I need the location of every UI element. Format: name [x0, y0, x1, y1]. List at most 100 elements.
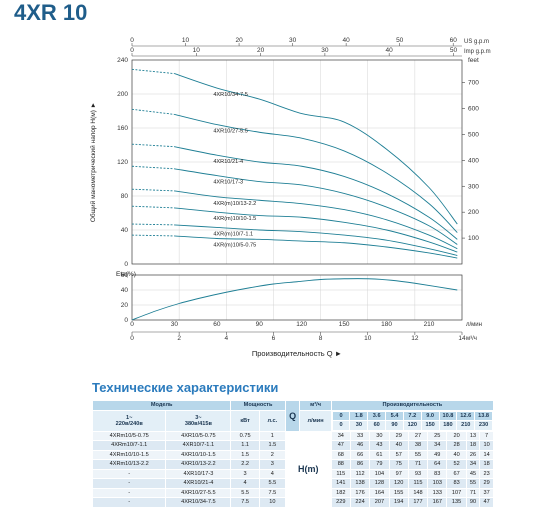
head-plot-frame [131, 59, 463, 265]
head-curve-dashed [131, 108, 175, 115]
power-kw-cell: 5.5 [230, 487, 260, 498]
head-value-cell: 14 [479, 449, 494, 460]
power-hp-cell: 5.5 [258, 478, 286, 489]
head-value-cell: 229 [330, 497, 351, 508]
head-value-cell: 26 [465, 449, 481, 460]
head-value-cell: 75 [388, 459, 409, 470]
head-curve [174, 113, 458, 233]
th-hp: л.с. [258, 409, 286, 432]
model-3ph-cell: 4XR10/10-1.5 [165, 449, 232, 460]
q-m3h-row: 0 1.8 3.6 5.4 7.2 9.0 10.8 12.6 13.8 [331, 410, 493, 421]
m3h-tick-label: 2 [177, 335, 181, 342]
q-lmin-cell: 180 [438, 420, 458, 431]
q-m3h-cell: 10.8 [438, 410, 458, 421]
head-value-cell: 133 [427, 487, 448, 498]
feet-tick-label: 600 [468, 106, 479, 113]
feet-tick-label: 400 [468, 157, 479, 164]
head-value-cell: 67 [446, 468, 467, 479]
head-value-cell: 207 [369, 497, 390, 508]
head-value-cell: 10 [479, 440, 494, 451]
head-value-cell: 194 [388, 497, 409, 508]
series-label: 4XR10/34-7.5 [213, 92, 248, 98]
head-value-cell: 128 [369, 478, 390, 489]
head-value-cell: 115 [330, 468, 351, 479]
series-label: 4XR(m)10/5-0.75 [213, 243, 256, 249]
usgpm-tick-label: 30 [289, 37, 297, 44]
power-hp-cell: 1 [258, 430, 286, 441]
head-value-cell: 71 [465, 487, 481, 498]
head-value-cell: 71 [407, 459, 429, 470]
head-curve [174, 168, 458, 245]
table-row: -4XR10/21-4 4 5.5 141 138 128 120 115 103 83 55 29 [91, 478, 494, 489]
th-m3h: м³/ч [299, 400, 332, 411]
head-value-cell: 29 [479, 478, 494, 489]
th-lmin: л/мин [299, 409, 332, 432]
head-axis-title: Общий манометрический напор H(м) ► [89, 102, 97, 222]
usgpm-tick-label: 60 [450, 37, 458, 44]
usgpm-tick-label: 40 [343, 37, 351, 44]
head-value-cell: 43 [369, 440, 390, 451]
head-tick-label: 0 [124, 261, 128, 268]
lmin-tick-label: 210 [424, 321, 435, 328]
table-row: 4XRm10/5-0.75 4XR10/5-0.75 0.75 1 H(m) 34 33 30… [91, 430, 494, 508]
q-m3h-cell: 7.2 [402, 410, 422, 421]
power-kw-cell: 1.5 [230, 449, 260, 460]
m3h-tick-label: 14 [458, 335, 466, 342]
head-value-cell: 38 [407, 440, 429, 451]
head-curve [174, 190, 458, 250]
q-m3h-cell: 13.8 [474, 410, 493, 421]
eta-tick-label: 0 [124, 317, 128, 324]
model-1ph-cell: - [91, 497, 167, 508]
head-value-cell: 224 [349, 497, 371, 508]
head-curve [174, 73, 458, 225]
flow-axis-title: Производительность Q ► [252, 349, 342, 358]
eta-tick-label: 20 [121, 302, 129, 309]
head-value-cell: 182 [330, 487, 351, 498]
head-value-cell: 55 [407, 449, 429, 460]
q-m3h-cell: 5.4 [385, 410, 404, 421]
th-model: Модель [91, 400, 232, 411]
head-value-cell: 28 [446, 440, 467, 451]
series-label: 4XR(m)10/7-1.1 [213, 231, 253, 237]
th-power: Мощность [230, 400, 286, 411]
head-value-cell: 86 [349, 459, 371, 470]
m3h-tick-label: 8 [319, 335, 323, 342]
head-tick-label: 200 [117, 91, 128, 98]
q-lmin-cell: 0 [331, 420, 351, 431]
head-value-cell: 104 [369, 468, 390, 479]
model-3ph-cell: 4XR10/34-7.5 [165, 497, 232, 508]
series-label: 4XR10/27-5.5 [213, 129, 248, 135]
head-curve [174, 146, 458, 240]
head-tick-label: 160 [117, 125, 128, 132]
head-value-cell: 141 [330, 478, 351, 489]
head-curve [174, 224, 458, 256]
q-m3h-cell: 1.8 [349, 410, 369, 421]
usgpm-tick-label: 20 [235, 37, 243, 44]
power-kw-cell: 0.75 [230, 430, 260, 441]
eta-tick-label: 40 [121, 287, 129, 294]
head-value-cell: 45 [465, 468, 481, 479]
impgpm-tick-label: 10 [193, 47, 201, 54]
feet-tick-label: 100 [468, 235, 479, 242]
head-value-cell: 88 [330, 459, 351, 470]
model-3ph-cell: 4XR10/13-2.2 [165, 459, 232, 470]
head-value-cell: 47 [330, 440, 351, 451]
q-lmin-cell: 210 [456, 420, 476, 431]
m3h-unit-label: м³/ч [466, 336, 477, 342]
head-curve-dashed [131, 143, 175, 148]
usgpm-tick-label: 50 [396, 37, 404, 44]
lmin-tick-label: 180 [381, 321, 392, 328]
power-kw-cell: 7.5 [230, 497, 260, 508]
head-value-cell: 33 [349, 430, 371, 441]
head-value-cell: 40 [446, 449, 467, 460]
lmin-tick-label: 0 [130, 321, 134, 328]
head-value-cell: 34 [330, 430, 351, 441]
power-hp-cell: 2 [258, 449, 286, 460]
usgpm-tick-label: 0 [130, 37, 134, 44]
table-row: 4XRm10/7-1.1 4XR10/7-1.1 1.1 1.5 47 46 43 40 38 3… [91, 440, 494, 451]
power-hp-cell: 7.5 [258, 487, 286, 498]
head-curve [174, 207, 458, 253]
head-value-cell: 120 [388, 478, 409, 489]
head-tick-label: 120 [117, 159, 128, 166]
